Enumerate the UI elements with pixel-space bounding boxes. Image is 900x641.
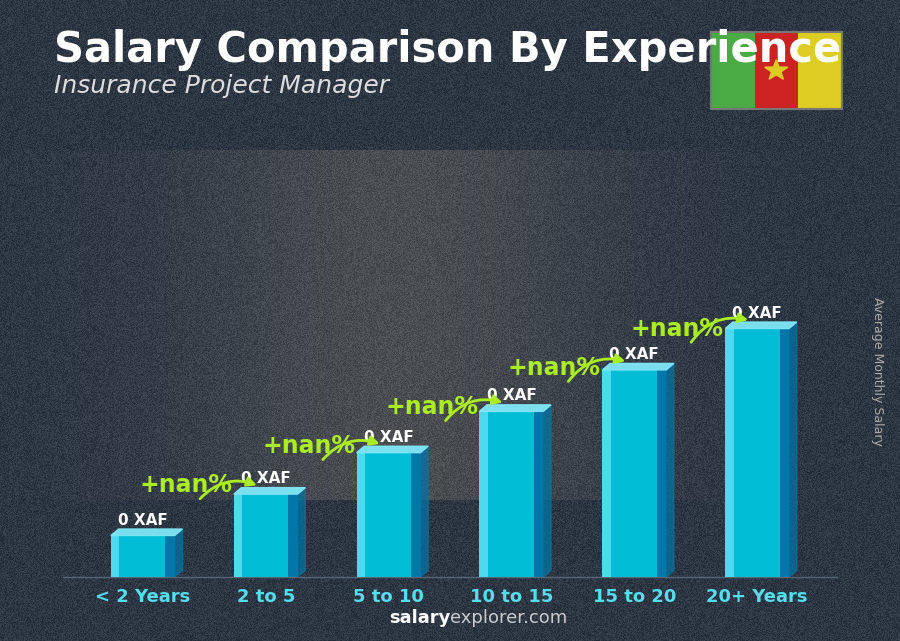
Bar: [480, 412, 488, 577]
Bar: [111, 535, 119, 577]
Polygon shape: [298, 488, 305, 577]
Text: +nan%: +nan%: [262, 434, 356, 458]
Bar: [602, 370, 610, 577]
Text: 0 XAF: 0 XAF: [118, 513, 167, 528]
Text: +nan%: +nan%: [631, 317, 724, 341]
Text: explorer.com: explorer.com: [450, 609, 567, 627]
FancyBboxPatch shape: [480, 412, 544, 577]
FancyBboxPatch shape: [725, 329, 789, 577]
Text: Average Monthly Salary: Average Monthly Salary: [871, 297, 884, 446]
Text: +nan%: +nan%: [508, 356, 601, 380]
Polygon shape: [544, 405, 551, 577]
Polygon shape: [111, 529, 183, 535]
Text: 0 XAF: 0 XAF: [609, 347, 659, 362]
FancyBboxPatch shape: [356, 453, 420, 577]
Bar: [411, 453, 420, 577]
Bar: [798, 32, 842, 109]
Polygon shape: [789, 322, 796, 577]
Bar: [234, 494, 242, 577]
Bar: [711, 32, 754, 109]
Bar: [166, 535, 175, 577]
Text: 0 XAF: 0 XAF: [241, 471, 291, 486]
Text: salary: salary: [389, 609, 450, 627]
Polygon shape: [765, 60, 788, 79]
Text: 0 XAF: 0 XAF: [733, 306, 782, 320]
Polygon shape: [602, 363, 674, 370]
Bar: [725, 329, 734, 577]
FancyBboxPatch shape: [602, 370, 666, 577]
Text: Insurance Project Manager: Insurance Project Manager: [54, 74, 389, 97]
Bar: [288, 494, 298, 577]
Text: Salary Comparison By Experience: Salary Comparison By Experience: [54, 29, 842, 71]
Polygon shape: [175, 529, 183, 577]
Polygon shape: [480, 405, 551, 412]
Text: +nan%: +nan%: [140, 473, 232, 497]
Bar: [657, 370, 666, 577]
Text: 0 XAF: 0 XAF: [364, 429, 413, 445]
Text: +nan%: +nan%: [385, 395, 478, 419]
Bar: [754, 32, 798, 109]
FancyBboxPatch shape: [234, 494, 298, 577]
Polygon shape: [356, 446, 428, 453]
Text: 0 XAF: 0 XAF: [487, 388, 536, 403]
Bar: [779, 329, 789, 577]
Polygon shape: [725, 322, 796, 329]
Polygon shape: [420, 446, 428, 577]
Polygon shape: [234, 488, 305, 494]
Bar: [534, 412, 544, 577]
Bar: [356, 453, 365, 577]
Polygon shape: [666, 363, 674, 577]
FancyBboxPatch shape: [111, 535, 175, 577]
